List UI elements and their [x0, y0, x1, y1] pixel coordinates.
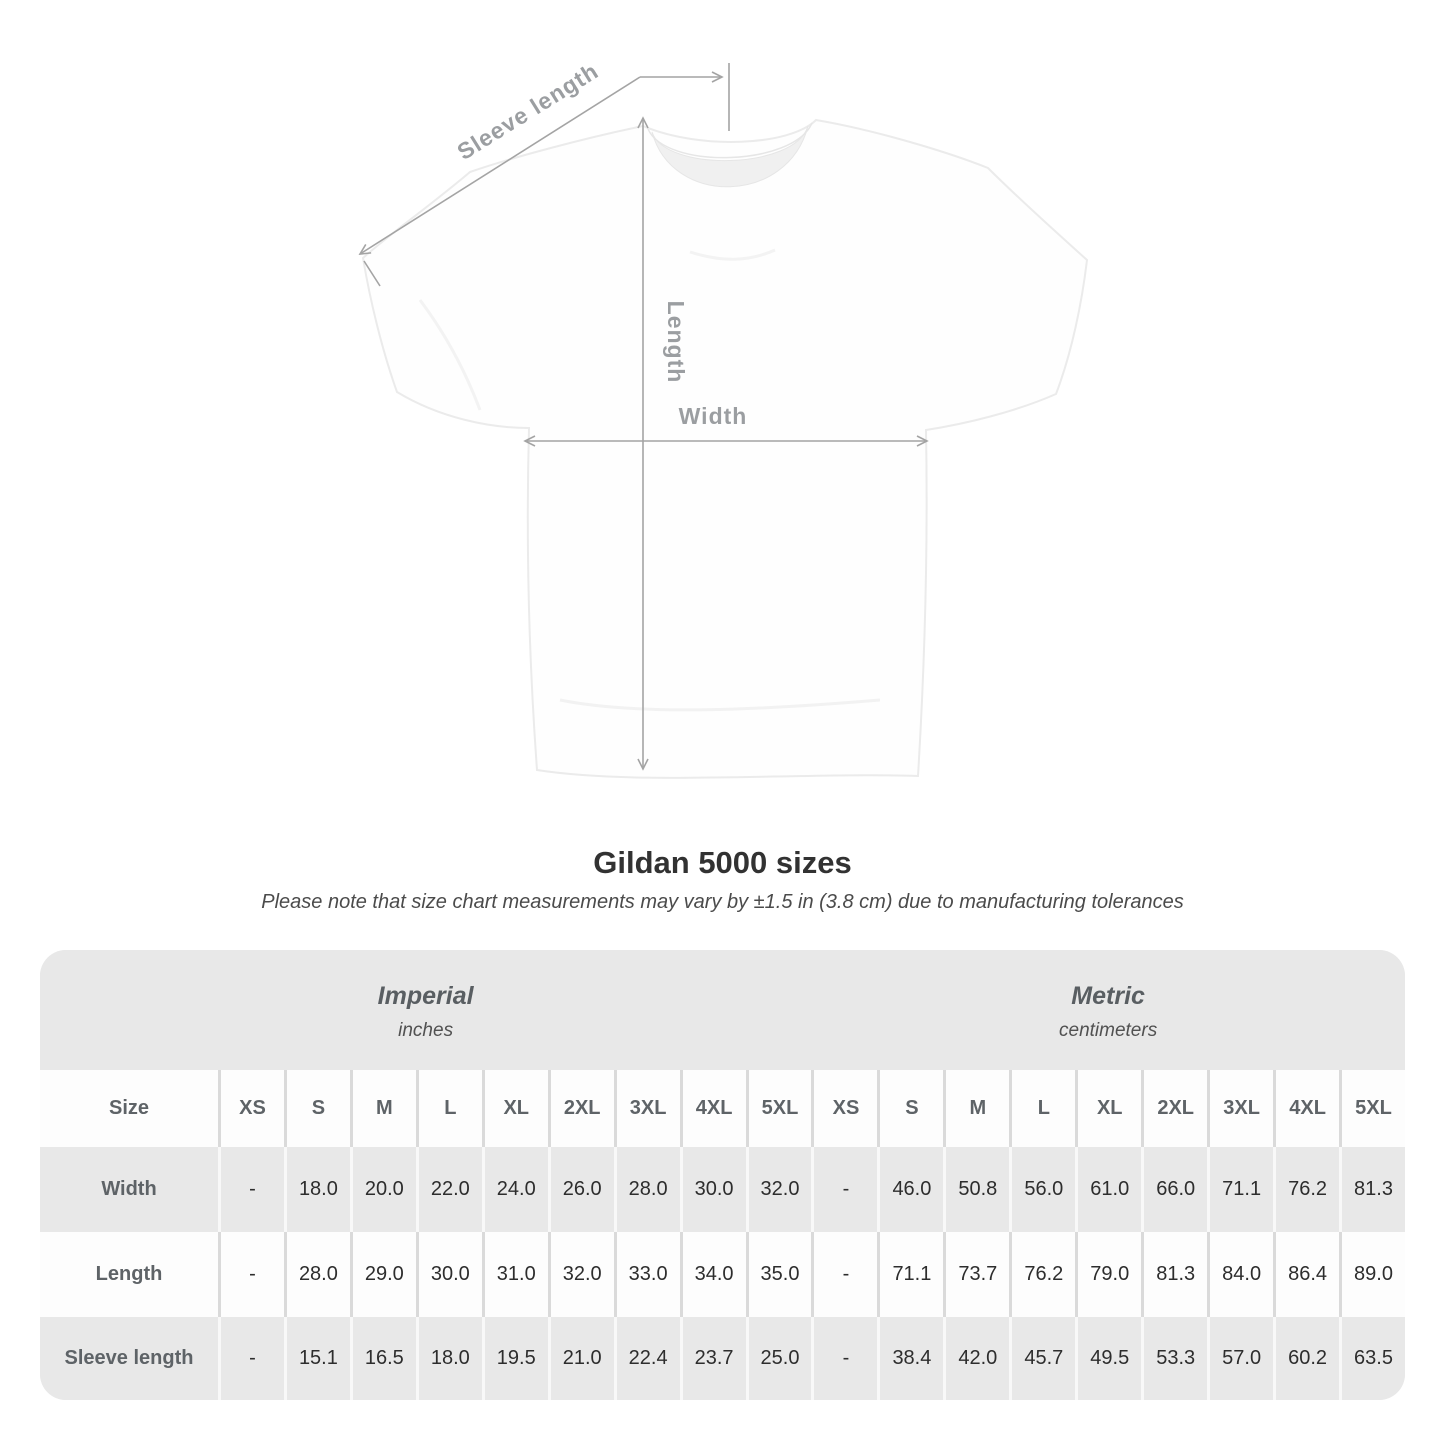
value-cell-metric: 66.0	[1141, 1147, 1207, 1232]
value-cell-metric: 38.4	[877, 1317, 943, 1400]
size-header-cell-imperial: 5XL	[745, 1070, 812, 1147]
value-cell-imperial: 26.0	[547, 1147, 614, 1232]
row-label: Width	[101, 1178, 157, 1200]
size-header-cell-imperial: XS	[218, 1070, 284, 1147]
value-cell-imperial: 33.0	[613, 1232, 680, 1317]
size-header-cell-metric: 4XL	[1273, 1070, 1339, 1147]
value-cell-imperial: 20.0	[349, 1147, 416, 1232]
value-cell-imperial: 30.0	[679, 1147, 746, 1232]
value-cell-imperial: 22.4	[613, 1317, 680, 1400]
value-cell-metric: -	[811, 1232, 877, 1317]
value-cell-imperial: 18.0	[283, 1147, 350, 1232]
size-header-cell-imperial: S	[283, 1070, 350, 1147]
size-column-header: Size	[108, 1097, 150, 1119]
row-label: Sleeve length	[64, 1347, 194, 1369]
value-cell-metric: -	[811, 1147, 877, 1232]
width-label: Width	[679, 403, 748, 429]
value-cell-metric: 56.0	[1009, 1147, 1075, 1232]
size-header-cell-imperial: M	[349, 1070, 416, 1147]
value-cell-metric: 71.1	[1207, 1147, 1273, 1232]
value-cell-metric: 81.3	[1141, 1232, 1207, 1317]
value-cell-imperial: 30.0	[415, 1232, 482, 1317]
size-header-cell-metric: XS	[811, 1070, 877, 1147]
value-cell-imperial: -	[218, 1317, 284, 1400]
value-cell-metric: 57.0	[1207, 1317, 1273, 1400]
tshirt-graphic	[361, 118, 1089, 779]
value-cell-imperial: -	[218, 1147, 284, 1232]
value-cell-imperial: 25.0	[745, 1317, 812, 1400]
size-header-cell-metric: M	[943, 1070, 1009, 1147]
value-cell-metric: 71.1	[877, 1232, 943, 1317]
value-cell-metric: 76.2	[1009, 1232, 1075, 1317]
row-label: Length	[95, 1263, 163, 1285]
value-cell-metric: 79.0	[1075, 1232, 1141, 1317]
imperial-header: Imperial inches	[40, 950, 811, 1070]
value-cell-imperial: 28.0	[613, 1147, 680, 1232]
sleeve-extension-line	[363, 260, 381, 287]
table-row: Sleeve length -15.1 16.5 18.0 19.5 21.0 22.4 23…	[40, 1317, 1405, 1400]
caption: Gildan 5000 sizes Please note that size …	[0, 843, 1445, 914]
value-cell-metric: -	[811, 1317, 877, 1400]
value-cell-metric: 42.0	[943, 1317, 1009, 1400]
value-cell-imperial: 21.0	[547, 1317, 614, 1400]
value-cell-metric: 63.5	[1339, 1317, 1405, 1400]
value-cell-imperial: -	[218, 1232, 284, 1317]
metric-sublabel: centimeters	[1059, 1020, 1158, 1041]
value-cell-metric: 53.3	[1141, 1317, 1207, 1400]
value-cell-imperial: 35.0	[745, 1232, 812, 1317]
length-label: Length	[663, 301, 689, 384]
imperial-sublabel: inches	[398, 1020, 454, 1041]
value-cell-imperial: 15.1	[283, 1317, 350, 1400]
value-cell-imperial: 22.0	[415, 1147, 482, 1232]
metric-header: Metric centimeters	[811, 950, 1405, 1070]
table-body: Size XS S M L XL 2XL 3XL 4XL 5XL XS S M L XL 2XL 3XL 4XL 5…	[40, 1070, 1405, 1400]
sleeve-length-arrow	[358, 76, 641, 255]
value-cell-imperial: 16.5	[349, 1317, 416, 1400]
value-cell-metric: 81.3	[1339, 1147, 1405, 1232]
value-cell-metric: 89.0	[1339, 1232, 1405, 1317]
size-header-cell-imperial: XL	[481, 1070, 548, 1147]
size-header-cell-metric: 5XL	[1339, 1070, 1405, 1147]
units-header: Imperial inches Metric centimeters	[40, 950, 1405, 1070]
metric-label: Metric	[1071, 982, 1145, 1010]
value-cell-imperial: 29.0	[349, 1232, 416, 1317]
value-cell-imperial: 32.0	[547, 1232, 614, 1317]
size-header-cell-metric: XL	[1075, 1070, 1141, 1147]
size-header-cell-metric: L	[1009, 1070, 1075, 1147]
value-cell-imperial: 32.0	[745, 1147, 812, 1232]
value-cell-imperial: 23.7	[679, 1317, 746, 1400]
size-header-cell-imperial: 3XL	[613, 1070, 680, 1147]
value-cell-imperial: 18.0	[415, 1317, 482, 1400]
size-header-cell-imperial: L	[415, 1070, 482, 1147]
value-cell-metric: 46.0	[877, 1147, 943, 1232]
value-cell-metric: 73.7	[943, 1232, 1009, 1317]
size-table: Imperial inches Metric centimeters Size X…	[40, 950, 1405, 1400]
value-cell-metric: 49.5	[1075, 1317, 1141, 1400]
size-header-cell-metric: 3XL	[1207, 1070, 1273, 1147]
value-cell-metric: 84.0	[1207, 1232, 1273, 1317]
value-cell-metric: 50.8	[943, 1147, 1009, 1232]
table-row: Width -18.0 20.0 22.0 24.0 26.0 28.0 30.0 32.0-4…	[40, 1147, 1405, 1232]
size-header-cell-imperial: 2XL	[547, 1070, 614, 1147]
value-cell-imperial: 31.0	[481, 1232, 548, 1317]
table-row: Length -28.0 29.0 30.0 31.0 32.0 33.0 34.0 35.0-…	[40, 1232, 1405, 1317]
size-header-cell-metric: 2XL	[1141, 1070, 1207, 1147]
tolerance-note: Please note that size chart measurements…	[261, 891, 1184, 913]
value-cell-imperial: 34.0	[679, 1232, 746, 1317]
size-header-row: Size XS S M L XL 2XL 3XL 4XL 5XL XS S M L XL 2XL 3XL 4XL 5…	[40, 1070, 1405, 1147]
value-cell-metric: 45.7	[1009, 1317, 1075, 1400]
size-header-cell-metric: S	[877, 1070, 943, 1147]
page-title: Gildan 5000 sizes	[593, 845, 852, 880]
value-cell-metric: 76.2	[1273, 1147, 1339, 1232]
value-cell-metric: 86.4	[1273, 1232, 1339, 1317]
tshirt-diagram-svg: Sleeve length Length Width	[358, 57, 1089, 779]
value-cell-imperial: 24.0	[481, 1147, 548, 1232]
value-cell-metric: 61.0	[1075, 1147, 1141, 1232]
value-cell-imperial: 28.0	[283, 1232, 350, 1317]
imperial-label: Imperial	[377, 982, 474, 1010]
tshirt-diagram: Sleeve length Length Width	[358, 57, 1089, 779]
value-cell-imperial: 19.5	[481, 1317, 548, 1400]
size-header-cell-imperial: 4XL	[679, 1070, 746, 1147]
value-cell-metric: 60.2	[1273, 1317, 1339, 1400]
